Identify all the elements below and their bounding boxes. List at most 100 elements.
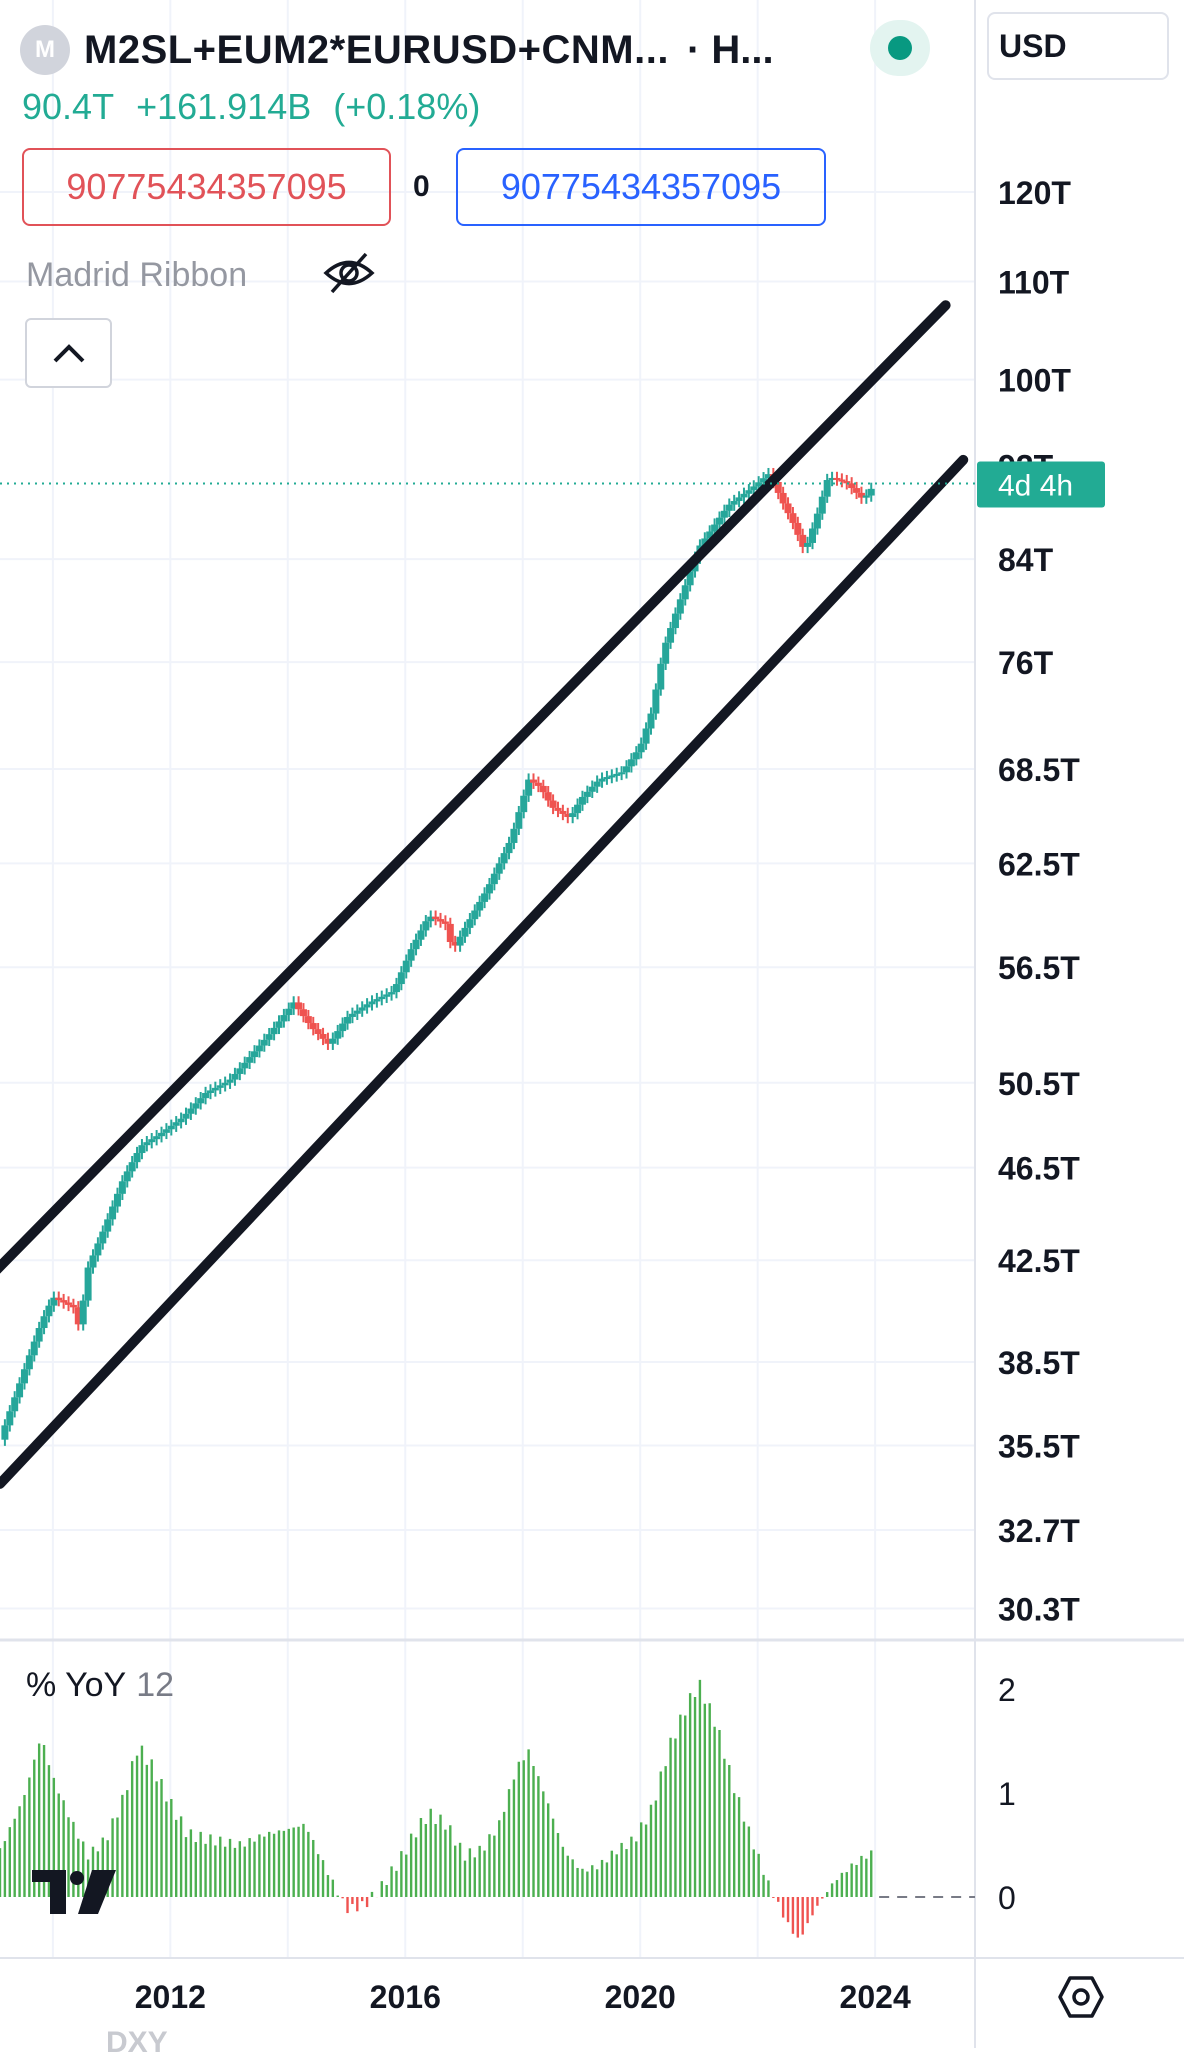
candle-body [99, 1231, 107, 1244]
candle-body [192, 1103, 200, 1109]
candle-body [530, 779, 538, 783]
candle-body [123, 1171, 131, 1182]
candle-body [495, 863, 503, 874]
candle-body [823, 480, 831, 497]
yoy-tick-label: 2 [998, 1672, 1016, 1708]
candle-body [128, 1162, 136, 1172]
candle-body [280, 1015, 288, 1022]
candle-body [6, 1411, 14, 1426]
symbol-header[interactable]: M M2SL+EUM2*EURUSD+CNM... · H... [20, 22, 774, 78]
candle-body [50, 1297, 58, 1306]
candle-body [20, 1369, 28, 1384]
candle-body [211, 1087, 219, 1091]
last-value: 90.4T [22, 86, 115, 127]
candle-body [794, 522, 802, 535]
candle-body [441, 921, 449, 924]
symbol-name[interactable]: M2SL+EUM2*EURUSD+CNM... [84, 27, 669, 72]
candle-body [295, 1002, 303, 1010]
candle-body [113, 1193, 121, 1207]
candle-body [711, 524, 719, 532]
candle-body [652, 689, 660, 714]
timeframe-label[interactable]: · H... [686, 27, 774, 72]
candle-body [60, 1300, 68, 1303]
candle-body [437, 919, 445, 922]
time-tick-label: 2024 [840, 1979, 911, 2015]
candle-body [539, 785, 547, 793]
buy-price-box[interactable]: 90775434357095 [456, 148, 826, 226]
candle-body [270, 1027, 278, 1035]
candle-body [848, 483, 856, 489]
candle-body [143, 1142, 151, 1146]
spread-value: 0 [413, 170, 430, 203]
eye-crossed-icon[interactable] [322, 250, 376, 296]
candle-body [412, 939, 420, 950]
candle-body [79, 1300, 87, 1325]
candle-body [221, 1082, 229, 1086]
sell-price-box[interactable]: 90775434357095 [22, 148, 391, 226]
candle-body [500, 853, 508, 864]
candle-body [182, 1113, 190, 1119]
indicator-name[interactable]: Madrid Ribbon [26, 256, 248, 294]
countdown-label: 4d 4h [998, 470, 1073, 503]
price-tick-label: 120T [998, 175, 1071, 211]
settings-hexagon-icon[interactable] [1058, 1974, 1104, 2020]
candle-body [618, 772, 626, 775]
candle-body [432, 916, 440, 920]
change-percent: (+0.18%) [333, 86, 481, 127]
candle-body [314, 1029, 322, 1034]
candle-body [422, 921, 430, 931]
candle-body [383, 994, 391, 997]
candle-body [329, 1038, 337, 1044]
candle-body [525, 779, 533, 796]
candle-body [226, 1079, 234, 1083]
candle-body [324, 1038, 332, 1044]
yoy-indicator-label[interactable]: % YoY 12 [26, 1666, 174, 1705]
candle-body [89, 1255, 97, 1268]
candle-body [544, 792, 552, 801]
price-tick-label: 56.5T [998, 950, 1080, 986]
candle-body [187, 1108, 195, 1114]
chevron-up-icon [53, 344, 84, 363]
candle-body [862, 495, 870, 498]
candle-body [701, 538, 709, 546]
currency-button[interactable]: USD [987, 12, 1169, 80]
candle-body [520, 795, 528, 813]
candle-body [388, 992, 396, 995]
candle-body [285, 1008, 293, 1016]
candle-body [755, 482, 763, 487]
candle-body [559, 810, 567, 814]
candle-body [490, 873, 498, 885]
candle-body [319, 1033, 327, 1039]
candle-body [309, 1023, 317, 1030]
candle-body [838, 479, 846, 482]
trend-channel-line-1 [0, 300, 951, 1274]
candle-body [397, 972, 405, 985]
market-status-indicator[interactable] [870, 20, 930, 76]
candle-body [16, 1383, 24, 1398]
candle-body [30, 1341, 38, 1356]
candle-body [857, 492, 865, 498]
candle-body [623, 766, 631, 773]
price-tick-label: 76T [998, 645, 1054, 681]
price-tick-label: 38.5T [998, 1345, 1080, 1381]
candle-body [461, 927, 469, 937]
candle-body [647, 713, 655, 729]
price-tick-label: 46.5T [998, 1151, 1080, 1187]
time-tick-label: 2020 [605, 1979, 676, 2015]
candle-body [476, 901, 484, 911]
candle-body [417, 930, 425, 940]
candle-body [828, 477, 836, 481]
tradingview-logo-icon[interactable] [32, 1870, 118, 1914]
time-tick-label: 2016 [370, 1979, 441, 2015]
candle-body [505, 842, 513, 854]
candle-body [216, 1085, 224, 1088]
candle-body [84, 1267, 92, 1301]
candle-body [686, 571, 694, 586]
candle-body [133, 1153, 141, 1163]
candle-body [378, 996, 386, 1000]
candle-body [867, 488, 875, 496]
collapse-legend-button[interactable] [25, 318, 112, 388]
candle-body [676, 599, 684, 614]
candle-body [231, 1073, 239, 1080]
